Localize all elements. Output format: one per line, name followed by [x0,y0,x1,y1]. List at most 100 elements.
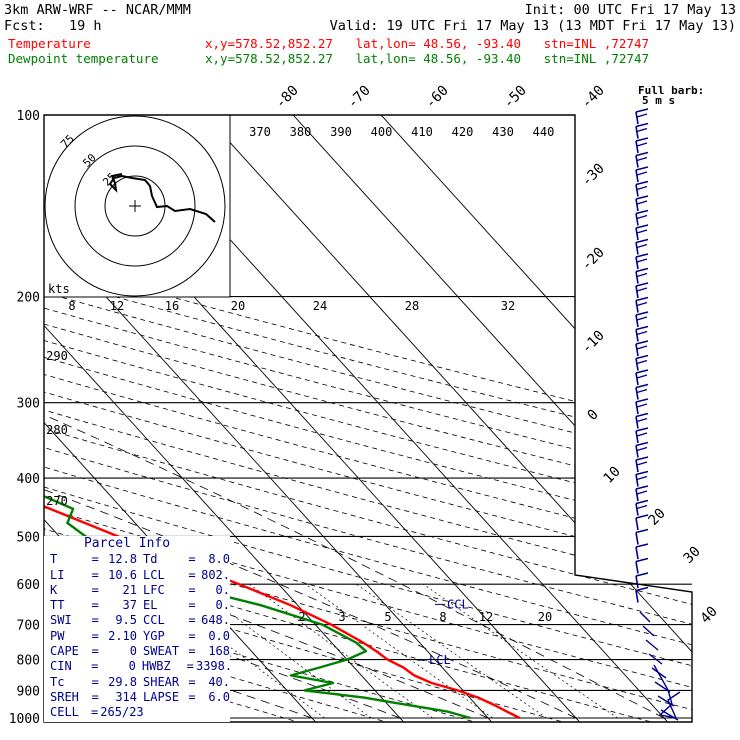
wind-barb [635,285,639,299]
wind-barb [636,127,648,133]
mixing-ratio-line [249,583,433,719]
parcel-cell: = [91,613,99,628]
wind-barb [635,151,649,157]
isotherm-line [44,115,412,722]
wind-barb [636,504,648,510]
isotherm-line [380,115,692,722]
wind-barb [636,287,648,292]
wind-barb [635,369,649,374]
parcel-cell [198,705,230,720]
parcel-cell: 37 [122,598,137,613]
parcel-row: CIN = 0 HWBZ = 3398. [44,659,233,674]
isotherm-label: 20 [646,506,669,529]
isotherm-label: -40 [579,83,608,112]
wind-barb [635,372,639,386]
parcel-cell: LFC [143,582,165,597]
wind-barb [635,140,639,154]
temperature-label: Temperature [8,36,91,51]
wind-legend-units: 5 m s [642,94,675,107]
parcel-cell: HWBZ [141,659,171,674]
theta-label: 390 [330,125,352,139]
wind-barb [642,625,655,637]
wind-barb [635,343,639,357]
parcel-cell: = [188,613,196,628]
dry-adiabat-line [44,115,418,722]
dewpoint-info: x,y=578.52,852.27 lat,lon= 48.56, -93.40… [205,51,650,66]
wind-barb [635,155,639,168]
theta-label-left: 270 [46,494,68,508]
speed-scale-label: 24 [313,299,327,313]
mixing-ratio-label: 20 [538,610,552,624]
mixing-ratio-label: 3 [338,610,345,624]
wind-barb [635,441,649,447]
wind-barb [636,432,648,437]
ccl-label: CCL [447,597,469,611]
lcl-label: LCL [429,653,451,667]
parcel-cell: = [188,644,196,659]
wind-barb [635,122,649,128]
parcel-cell: 3398. [195,659,233,674]
wind-barb [635,546,639,560]
wind-barb [635,445,639,458]
dewpoint-label: Dewpoint temperature [8,51,159,66]
parcel-cell: = [91,582,99,597]
wind-barb [635,267,649,273]
parcel-cell: = [91,644,99,659]
wind-barb [636,417,648,423]
theta-label: 430 [492,125,514,139]
wind-barb [635,485,649,490]
theta-label: 440 [533,125,555,139]
parcel-cell: 0.0 [208,628,230,643]
isotherm-label: -80 [273,83,302,112]
parcel-cell: TT [50,598,65,613]
wind-barb [635,166,649,171]
isotherm-label: 30 [681,544,704,567]
wind-barb [635,517,639,531]
parcel-cell: Td [143,552,158,567]
pressure-label: 200 [17,291,40,306]
parcel-cell: 40. [208,674,230,689]
wind-barb [636,258,648,263]
pressure-label: 400 [17,472,40,487]
wind-barb [635,329,639,342]
parcel-cell: 168 [208,644,230,659]
wind-barb [636,374,648,379]
parcel-cell: SWEAT [143,644,180,659]
wind-barb [635,358,639,371]
parcel-cell: 8.0 [208,552,230,567]
parcel-cell: = [188,552,196,567]
parcel-cell: 648. [201,613,230,628]
wind-barb [635,282,649,287]
parcel-row: CAPE = 0 SWEAT = 168 [44,644,230,659]
wind-barb [635,427,649,432]
isotherm-label: 10 [601,464,624,487]
parcel-cell: 0. [215,582,230,597]
parcel-cell: 0 [129,644,137,659]
pressure-label: 800 [17,654,40,669]
wind-barb [635,412,649,418]
model-title: 3km ARW-WRF -- NCAR/MMM [4,2,191,18]
wind-barb [636,229,648,234]
parcel-cell: 2.10 [108,628,137,643]
parcel-cell: LI [50,567,65,582]
parcel-cell: CIN [50,659,72,674]
plot-frame [43,114,693,723]
parcel-cell: T [50,552,58,567]
wind-barb [636,301,648,307]
wind-barb [635,398,649,403]
isotherm-label: -30 [579,161,608,190]
theta-label: 370 [249,125,271,139]
parcel-cell: CCL [143,613,165,628]
speed-scale-label: 12 [110,299,124,313]
wind-barb [635,108,649,113]
wind-barb [636,461,648,466]
pressure-label: 500 [17,530,40,545]
dry-adiabat-line [44,115,692,722]
wind-barb [635,311,649,316]
parcel-cell: = [91,628,99,643]
wind-barb [636,475,648,481]
wind-barb [653,664,681,719]
wind-barb [635,561,639,574]
isotherm-label: -60 [423,83,452,112]
parcel-row: K = 21 LFC = 0. [44,583,230,598]
